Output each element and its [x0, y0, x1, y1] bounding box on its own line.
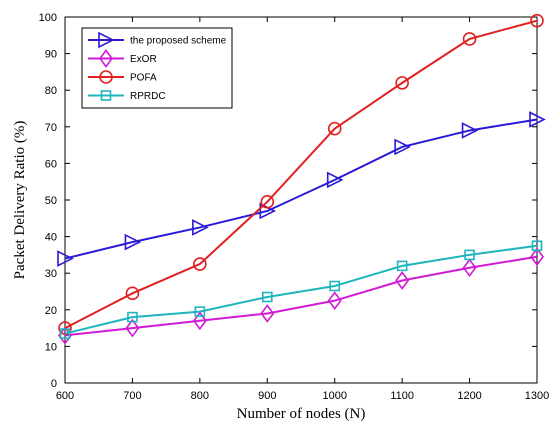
- data-point: [260, 304, 275, 323]
- y-tick-label: 20: [45, 305, 57, 317]
- data-point: [395, 271, 410, 290]
- data-point: [396, 260, 408, 272]
- data-point: [57, 250, 74, 267]
- data-point: [462, 258, 477, 278]
- y-tick-label: 100: [39, 12, 57, 24]
- data-point: [260, 195, 275, 209]
- data-point: [124, 233, 142, 251]
- y-tick-label: 80: [45, 85, 57, 97]
- data-point: [127, 311, 138, 323]
- series-line: [64, 19, 538, 329]
- series-line: [64, 244, 538, 335]
- legend-marker: [99, 49, 113, 68]
- data-point: [529, 111, 546, 128]
- data-point: [193, 257, 207, 271]
- data-point: [192, 219, 209, 236]
- x-tick-label: 1000: [322, 390, 346, 402]
- data-point: [59, 328, 71, 339]
- data-point: [462, 32, 477, 46]
- legend-label: ExOR: [130, 54, 157, 65]
- y-tick-label: 50: [45, 195, 57, 207]
- y-tick-label: 70: [45, 122, 57, 134]
- series-pofa: [58, 13, 544, 335]
- legend-label: the proposed scheme: [130, 36, 227, 47]
- x-tick-label: 900: [258, 390, 276, 402]
- y-tick-label: 0: [51, 378, 57, 390]
- data-point: [327, 291, 342, 310]
- data-point: [192, 311, 207, 331]
- x-tick-label: 1100: [390, 390, 414, 402]
- series-line: [64, 118, 538, 260]
- data-point: [530, 247, 544, 267]
- legend-marker: [98, 31, 115, 49]
- y-axis-ticks: 0 10 20 30 40 50 60 70 80 90 100: [39, 12, 537, 390]
- y-tick-label: 60: [45, 158, 57, 170]
- data-point: [464, 249, 475, 261]
- data-point: [531, 240, 543, 252]
- data-point: [58, 321, 72, 335]
- x-tick-label: 1300: [525, 390, 549, 402]
- data-point: [461, 122, 479, 139]
- data-point: [326, 171, 344, 189]
- data-point: [327, 121, 342, 136]
- series-the-proposed-scheme: [57, 111, 546, 267]
- y-tick-label: 90: [45, 49, 57, 61]
- series-layer: [57, 13, 546, 345]
- data-point: [329, 280, 341, 292]
- x-axis-ticks: 600 700 800 900 1000 1100 1200 1300: [56, 17, 549, 402]
- x-tick-label: 800: [191, 390, 209, 402]
- data-point: [194, 306, 206, 317]
- legend: the proposed scheme ExOR POFA RPRDC: [81, 27, 233, 109]
- legend-label: RPRDC: [130, 91, 166, 102]
- series-rprdc: [59, 240, 543, 339]
- y-tick-label: 10: [45, 341, 57, 353]
- x-tick-label: 1200: [457, 390, 481, 402]
- data-point: [125, 318, 140, 338]
- x-tick-label: 600: [56, 390, 74, 402]
- data-point: [125, 286, 140, 301]
- data-point: [261, 291, 273, 303]
- y-axis-label: Packet Delivery Ratio (%): [12, 121, 28, 280]
- legend-marker: [100, 90, 112, 101]
- y-tick-label: 30: [45, 268, 57, 280]
- legend-label: POFA: [130, 73, 157, 84]
- x-tick-label: 700: [123, 390, 141, 402]
- data-point: [394, 138, 411, 156]
- x-axis-label: Number of nodes (N): [237, 406, 366, 422]
- data-point: [395, 76, 409, 90]
- legend-marker: [99, 70, 113, 84]
- data-point: [530, 13, 544, 28]
- y-tick-label: 40: [45, 232, 57, 244]
- series-line: [64, 255, 538, 337]
